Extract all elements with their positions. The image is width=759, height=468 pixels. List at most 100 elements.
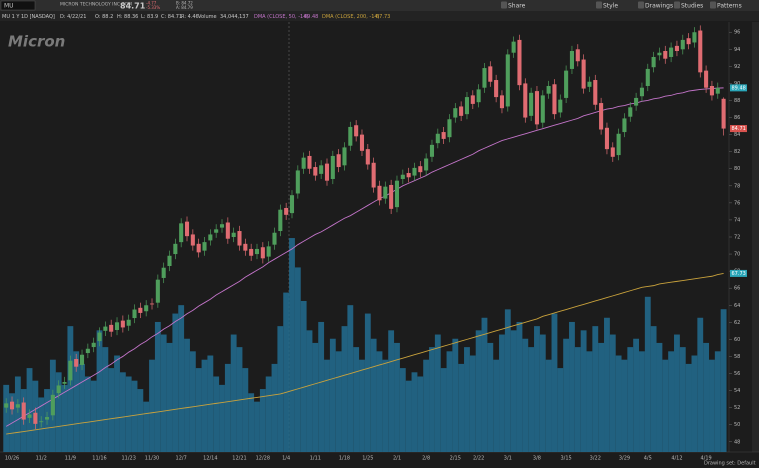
scrollbar[interactable] bbox=[752, 22, 759, 452]
x-tick-label: 1/25 bbox=[362, 456, 373, 462]
candle-body bbox=[324, 163, 330, 181]
volume-bar bbox=[90, 380, 97, 452]
volume-bar bbox=[219, 384, 225, 452]
candle-body bbox=[523, 83, 528, 118]
volume-bar bbox=[679, 347, 686, 452]
candle-body bbox=[429, 144, 435, 157]
change-pct: -5.33% bbox=[146, 5, 160, 10]
volume-bar bbox=[119, 372, 126, 452]
toolbar-button[interactable]: Drawings bbox=[645, 3, 673, 10]
volume-bar bbox=[102, 347, 109, 452]
volume-bar bbox=[277, 326, 284, 452]
volume-bar bbox=[411, 372, 418, 452]
volume-bar bbox=[452, 338, 459, 452]
symbol[interactable]: MU bbox=[4, 3, 14, 10]
study-field: C: 84.71 bbox=[161, 14, 182, 20]
candle-body bbox=[569, 51, 574, 69]
candle-body bbox=[581, 59, 586, 89]
candle-body bbox=[231, 232, 236, 237]
volume-bar bbox=[563, 338, 570, 452]
volume-bar bbox=[283, 292, 290, 452]
candle-body bbox=[79, 354, 85, 365]
volume-bar bbox=[201, 359, 208, 452]
candle-body bbox=[564, 70, 569, 98]
candle-body bbox=[622, 118, 627, 133]
candle-body bbox=[686, 38, 691, 45]
toolbar-button-bg bbox=[638, 1, 644, 9]
volume-bar bbox=[189, 351, 196, 452]
volume-bar bbox=[528, 347, 535, 452]
volume-bar bbox=[639, 351, 645, 452]
volume-bar bbox=[335, 351, 342, 452]
x-tick-label: 11/16 bbox=[92, 456, 106, 462]
drawing-set[interactable]: Drawing set: Default bbox=[704, 461, 756, 467]
candle-body bbox=[412, 167, 417, 176]
candle-body bbox=[342, 147, 347, 166]
volume-bar bbox=[633, 338, 640, 452]
volume-bar bbox=[434, 334, 441, 452]
volume-bar bbox=[160, 334, 167, 452]
candle-body bbox=[616, 133, 621, 156]
x-tick-label: 2/1 bbox=[393, 456, 401, 462]
volume-bar bbox=[580, 330, 587, 452]
volume-bar bbox=[125, 376, 132, 452]
toolbar-button[interactable]: Studies bbox=[681, 3, 703, 10]
candle-body bbox=[709, 85, 714, 96]
candle-body bbox=[62, 382, 67, 384]
volume-bar bbox=[720, 309, 727, 452]
candle-body bbox=[534, 91, 540, 125]
toolbar-button[interactable]: Patterns bbox=[717, 3, 742, 10]
volume-bar bbox=[149, 359, 155, 452]
x-tick-label: 10/26 bbox=[5, 456, 19, 462]
candle-body bbox=[669, 47, 674, 57]
volume-bar bbox=[668, 351, 675, 452]
x-tick-label: 1/4 bbox=[282, 456, 290, 462]
toolbar bbox=[0, 0, 759, 11]
candle-body bbox=[499, 95, 505, 109]
candle-body bbox=[219, 224, 225, 228]
y-tick-label: 76 bbox=[734, 200, 740, 206]
volume-bar bbox=[399, 368, 406, 452]
candle-body bbox=[161, 267, 166, 278]
candle-body bbox=[663, 51, 668, 59]
volume-bar bbox=[510, 330, 517, 452]
volume-bar bbox=[586, 351, 593, 452]
toolbar-button[interactable]: Share bbox=[508, 3, 526, 10]
candle-body bbox=[692, 32, 697, 43]
candle-body bbox=[307, 155, 312, 169]
volume-bar bbox=[557, 368, 564, 452]
candle-body bbox=[243, 243, 248, 251]
candle-body bbox=[674, 45, 679, 52]
y-tick-label: 48 bbox=[734, 439, 740, 445]
volume-bar bbox=[137, 389, 144, 452]
volume-bar bbox=[178, 305, 185, 452]
candle-body bbox=[634, 97, 639, 106]
x-tick-label: 4/12 bbox=[671, 456, 682, 462]
candle-body bbox=[645, 68, 650, 86]
volume-bar bbox=[685, 363, 692, 452]
volume-bar bbox=[481, 317, 488, 452]
x-tick-label: 3/22 bbox=[590, 456, 601, 462]
candle-body bbox=[704, 70, 709, 88]
volume-bar bbox=[341, 326, 348, 452]
volume-bar bbox=[382, 359, 389, 452]
symbol-input[interactable] bbox=[0, 0, 36, 11]
candle-body bbox=[9, 401, 15, 410]
change: -4.77 bbox=[146, 1, 157, 6]
volume-bar bbox=[592, 326, 599, 452]
toolbar-button-bg bbox=[596, 1, 602, 9]
volume-bar bbox=[650, 326, 657, 452]
volume-bar bbox=[394, 342, 400, 452]
volume-bar bbox=[254, 401, 260, 452]
candle-body bbox=[511, 41, 516, 53]
toolbar-button[interactable]: Style bbox=[603, 3, 618, 10]
volume-bar bbox=[230, 334, 237, 452]
candle-body bbox=[85, 348, 90, 354]
candle-body bbox=[50, 394, 55, 416]
legend-value: 67.73 bbox=[376, 14, 390, 20]
legend-entry: DMA (CLOSE, 200, -14) bbox=[322, 14, 380, 20]
study-field: H: 88.36 bbox=[117, 14, 138, 20]
candle-body bbox=[179, 223, 184, 243]
y-tick-label: 92 bbox=[734, 64, 740, 70]
